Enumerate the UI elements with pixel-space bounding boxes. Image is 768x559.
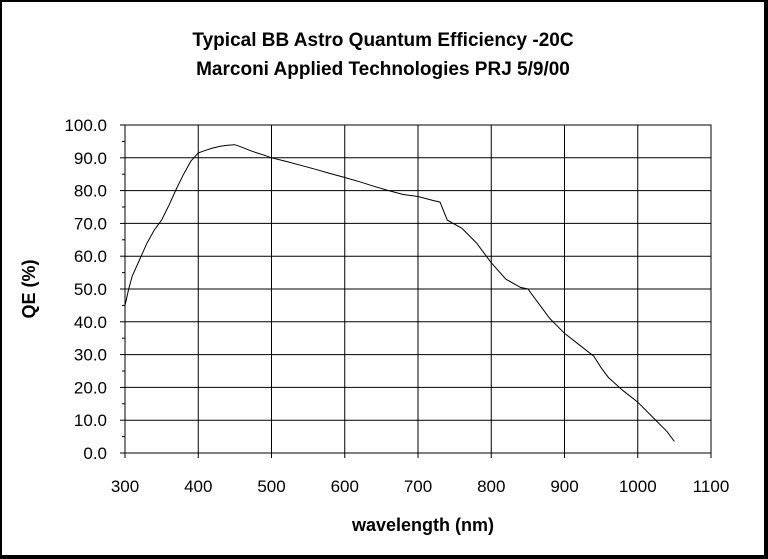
x-tick-label: 1000 [619, 477, 657, 496]
y-tick-label: 20.0 [74, 378, 107, 397]
y-tick-label: 10.0 [74, 411, 107, 430]
y-axis-label: QE (%) [19, 259, 39, 318]
y-tick-label: 30.0 [74, 346, 107, 365]
y-tick-label: 80.0 [74, 182, 107, 201]
x-axis-label: wavelength (nm) [351, 515, 494, 535]
x-tick-label: 700 [404, 477, 432, 496]
y-tick-label: 60.0 [74, 247, 107, 266]
y-tick-label: 90.0 [74, 149, 107, 168]
grid [124, 124, 712, 454]
chart-title: Typical BB Astro Quantum Efficiency -20C [192, 30, 574, 51]
y-tick-label: 70.0 [74, 214, 107, 233]
y-tick-label: 100.0 [64, 116, 107, 135]
chart-subtitle: Marconi Applied Technologies PRJ 5/9/00 [196, 59, 570, 80]
x-tick-label: 400 [184, 477, 212, 496]
x-tick-label: 1100 [693, 477, 730, 496]
x-tick-label: 300 [111, 477, 139, 496]
axes: 300 400 500 600 700 800 900 1000 1100 0.0 10.0 20.0… [64, 116, 729, 496]
x-tick-label: 900 [550, 477, 578, 496]
series [124, 144, 675, 442]
qe-series-line [124, 144, 675, 442]
y-tick-label: 50.0 [74, 280, 107, 299]
y-tick-label: 0.0 [83, 444, 107, 463]
plot-area-border [124, 124, 712, 454]
x-tick-label: 800 [477, 477, 505, 496]
x-tick-label: 600 [331, 477, 359, 496]
y-tick-label: 40.0 [74, 313, 107, 332]
x-tick-label: 500 [257, 477, 285, 496]
